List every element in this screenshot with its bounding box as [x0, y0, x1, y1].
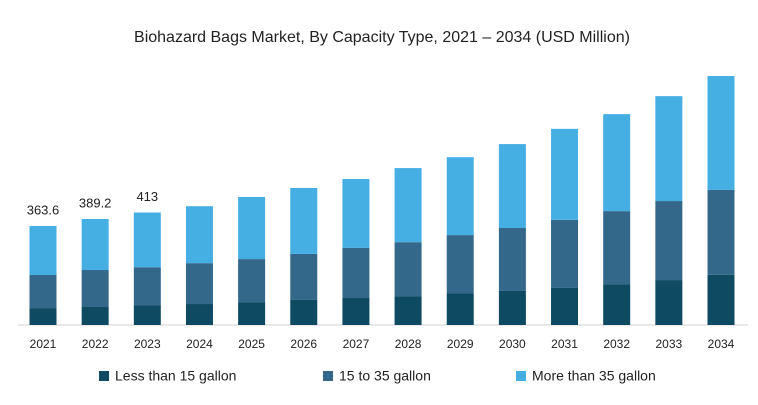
bar-segment: [707, 76, 735, 190]
bar-segment: [498, 290, 526, 325]
bar-segment: [342, 178, 370, 248]
legend-label: Less than 15 gallon: [115, 368, 236, 384]
bar-segment: [185, 304, 213, 325]
bar-segment: [498, 144, 526, 229]
bar-segment: [394, 168, 422, 243]
legend-swatch: [99, 371, 109, 381]
bar-segment: [655, 280, 683, 325]
legend-label: 15 to 35 gallon: [339, 368, 431, 384]
bar-segment: [707, 274, 735, 325]
bar-segment: [603, 114, 631, 212]
x-tick-label: 2028: [395, 337, 422, 351]
bar-segment: [185, 206, 213, 264]
x-tick-label: 2021: [30, 337, 57, 351]
total-label: 363.6: [27, 202, 60, 217]
bar-segment: [238, 259, 266, 303]
bar-segment: [133, 267, 161, 306]
bar-segment: [655, 201, 683, 281]
x-tick-label: 2024: [186, 337, 213, 351]
bar-segment: [342, 247, 370, 299]
bar-segment: [81, 270, 109, 308]
bar-segment: [498, 228, 526, 291]
bar-segment: [133, 305, 161, 325]
legend-swatch: [323, 371, 333, 381]
x-tick-label: 2023: [134, 337, 161, 351]
bar-segment: [446, 157, 474, 236]
bar-segment: [81, 307, 109, 325]
bar-segment: [603, 284, 631, 325]
total-label: 413: [136, 189, 158, 204]
total-label: 389.2: [79, 195, 112, 210]
bar-segment: [446, 235, 474, 294]
x-tick-label: 2029: [447, 337, 474, 351]
bar-segment: [290, 253, 318, 300]
bar-segment: [290, 299, 318, 325]
bar-segment: [603, 211, 631, 285]
bar-segment: [394, 242, 422, 297]
x-tick-label: 2030: [499, 337, 526, 351]
bar-segment: [29, 225, 57, 275]
bar-segment: [29, 308, 57, 325]
bar-segment: [551, 128, 579, 220]
bar-segment: [290, 187, 318, 254]
x-tick-label: 2027: [343, 337, 370, 351]
legend-swatch: [516, 371, 526, 381]
bar-segment: [446, 293, 474, 325]
bar-segment: [551, 287, 579, 325]
x-tick-label: 2025: [238, 337, 265, 351]
x-tick-label: 2032: [603, 337, 630, 351]
bar-segment: [394, 296, 422, 325]
bar-segment: [655, 96, 683, 202]
x-tick-label: 2034: [708, 337, 735, 351]
x-tick-label: 2026: [290, 337, 317, 351]
bar-segment: [185, 263, 213, 305]
x-tick-label: 2031: [551, 337, 578, 351]
legend-label: More than 35 gallon: [532, 368, 656, 384]
chart-title: Biohazard Bags Market, By Capacity Type,…: [134, 29, 630, 46]
x-tick-label: 2022: [82, 337, 109, 351]
bar-segment: [133, 212, 161, 268]
bar-segment: [551, 219, 579, 288]
bar-segment: [29, 274, 57, 309]
bar-segment: [238, 302, 266, 325]
bar-segment: [238, 196, 266, 260]
bar-segment: [81, 218, 109, 271]
x-tick-label: 2033: [655, 337, 682, 351]
bar-segment: [342, 298, 370, 325]
bar-segment: [707, 189, 735, 275]
